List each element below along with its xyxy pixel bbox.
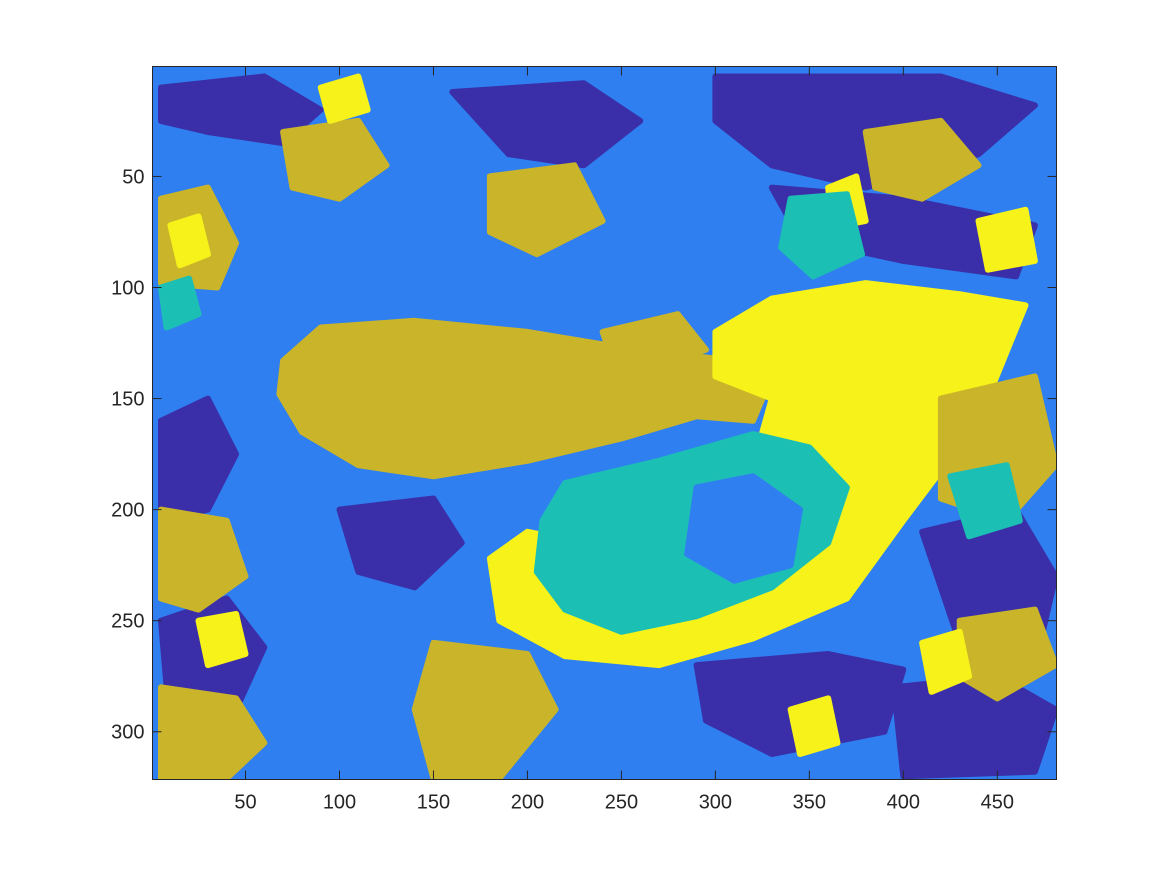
x-tick-label: 200 <box>511 792 544 814</box>
heatmap-region-class-5 <box>317 73 371 124</box>
heatmap-regions <box>158 73 1057 780</box>
heatmap-region-class-3 <box>778 191 865 280</box>
heatmap-region-class-5 <box>919 628 973 695</box>
x-tick-label: 450 <box>981 792 1014 814</box>
heatmap-region-class-2 <box>684 473 803 584</box>
heatmap-region-class-4 <box>486 162 606 258</box>
x-axis: 50 100 150 200 250 300 350 400 450 <box>234 66 1014 814</box>
y-tick-label: 300 <box>111 722 144 744</box>
heatmap-region-class-5 <box>195 611 249 669</box>
x-tick-label: 50 <box>234 792 256 814</box>
y-axis: 50 100 150 200 250 300 <box>111 166 1057 744</box>
x-tick-label: 250 <box>605 792 638 814</box>
x-tick-label: 100 <box>323 792 356 814</box>
axes-box <box>152 66 1057 780</box>
heatmap-region-class-4 <box>158 506 249 613</box>
heatmap-region-class-4 <box>599 311 709 369</box>
heatmap-region-class-4 <box>280 117 390 202</box>
heatmap-region-class-5 <box>167 213 211 269</box>
y-tick-label: 50 <box>122 166 144 188</box>
x-tick-label: 400 <box>887 792 920 814</box>
heatmap-region-class-1 <box>449 80 644 169</box>
x-tick-label: 300 <box>699 792 732 814</box>
y-tick-label: 100 <box>111 278 144 300</box>
plot-area <box>152 66 1057 780</box>
heatmap-region-class-3 <box>947 462 1023 540</box>
x-tick-label: 350 <box>793 792 826 814</box>
x-tick-label: 150 <box>417 792 450 814</box>
y-tick-label: 200 <box>111 500 144 522</box>
y-tick-label: 150 <box>111 389 144 411</box>
heatmap-region-class-1 <box>158 395 240 524</box>
heatmap-region-class-5 <box>975 206 1038 273</box>
heatmap-region-class-4 <box>862 117 982 202</box>
heatmap-region-class-5 <box>787 695 841 757</box>
y-tick-label: 250 <box>111 611 144 633</box>
heatmap-region-class-4 <box>411 639 559 780</box>
heatmap-region-class-1 <box>336 495 465 591</box>
heatmap-region-class-4 <box>158 684 268 780</box>
heatmap-region-class-3 <box>158 275 202 331</box>
